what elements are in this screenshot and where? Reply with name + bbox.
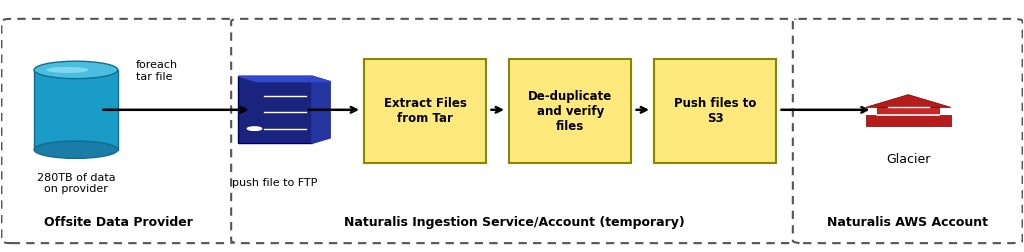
FancyBboxPatch shape bbox=[364, 59, 486, 163]
FancyBboxPatch shape bbox=[509, 59, 632, 163]
Polygon shape bbox=[239, 76, 330, 82]
Text: De-duplicate
and verify
files: De-duplicate and verify files bbox=[528, 89, 612, 133]
Text: Naturalis Ingestion Service/Account (temporary): Naturalis Ingestion Service/Account (tem… bbox=[344, 216, 685, 229]
FancyBboxPatch shape bbox=[1, 19, 237, 243]
Text: Offsite Data Provider: Offsite Data Provider bbox=[44, 216, 194, 229]
FancyBboxPatch shape bbox=[231, 19, 798, 243]
Polygon shape bbox=[312, 76, 330, 143]
FancyBboxPatch shape bbox=[793, 19, 1023, 243]
Ellipse shape bbox=[34, 141, 118, 159]
Polygon shape bbox=[865, 94, 951, 107]
Text: Push files to
S3: Push files to S3 bbox=[674, 97, 757, 125]
FancyBboxPatch shape bbox=[878, 107, 939, 115]
Text: Naturalis AWS Account: Naturalis AWS Account bbox=[827, 216, 988, 229]
Circle shape bbox=[248, 127, 262, 130]
FancyBboxPatch shape bbox=[239, 76, 312, 143]
Ellipse shape bbox=[34, 61, 118, 79]
FancyBboxPatch shape bbox=[654, 59, 776, 163]
Text: 280TB of data
on provider: 280TB of data on provider bbox=[37, 173, 116, 194]
Text: foreach
tar file: foreach tar file bbox=[136, 60, 178, 82]
FancyBboxPatch shape bbox=[34, 70, 118, 150]
Ellipse shape bbox=[47, 67, 88, 73]
Text: Glacier: Glacier bbox=[886, 153, 931, 166]
FancyBboxPatch shape bbox=[865, 115, 951, 126]
Text: push file to FTP: push file to FTP bbox=[232, 178, 317, 188]
Text: Extract Files
from Tar: Extract Files from Tar bbox=[384, 97, 467, 125]
